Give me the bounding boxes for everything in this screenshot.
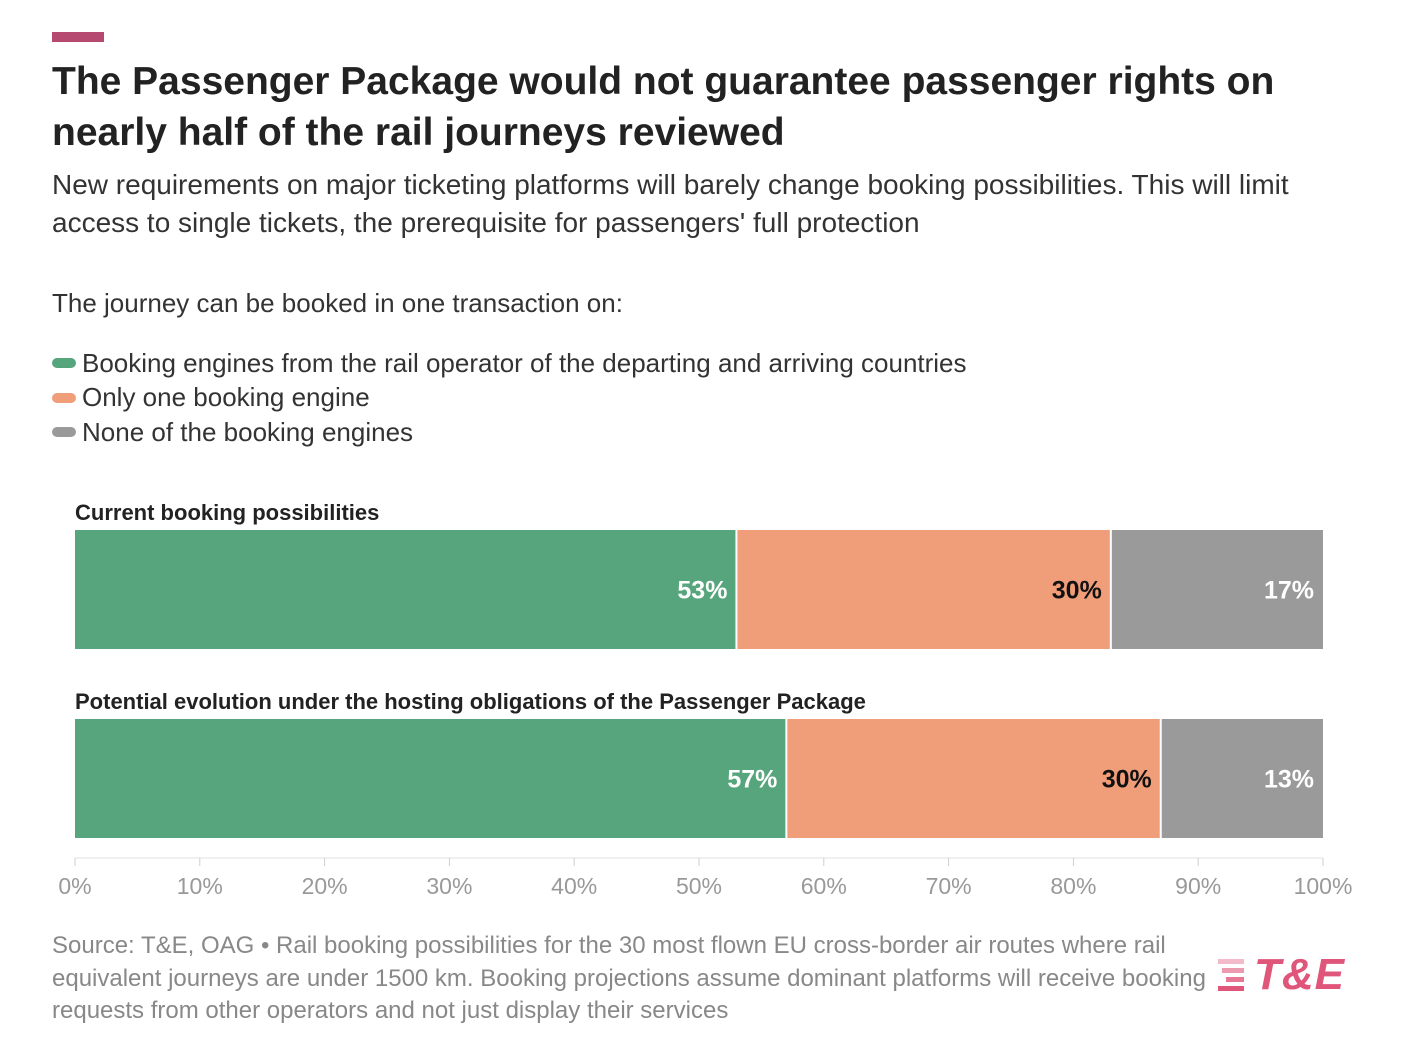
legend-swatch xyxy=(52,358,76,369)
row-label-current: Current booking possibilities xyxy=(75,500,380,525)
bar-segment xyxy=(1110,530,1323,649)
x-tick-label: 0% xyxy=(58,873,91,899)
bar-segment xyxy=(75,530,737,649)
bar-segment xyxy=(736,530,1111,649)
x-tick-label: 100% xyxy=(1294,873,1353,899)
data-label: 13% xyxy=(1264,766,1314,794)
x-tick-label: 30% xyxy=(426,873,472,899)
legend-intro: The journey can be booked in one transac… xyxy=(52,288,623,318)
data-label: 30% xyxy=(1102,766,1152,794)
legend-swatch xyxy=(52,427,76,438)
x-tick-label: 50% xyxy=(676,873,722,899)
x-tick-label: 80% xyxy=(1050,873,1096,899)
bar-segment xyxy=(75,719,787,838)
x-tick-label: 60% xyxy=(801,873,847,899)
x-tick-label: 70% xyxy=(926,873,972,899)
data-label: 53% xyxy=(677,577,727,605)
legend: Booking engines from the rail operator o… xyxy=(52,346,967,450)
stacked-bar-chart: 0% 10% 20% 30% 40% 50% 60% 70% 80% 90% 100% 53% 30% 1… xyxy=(58,530,1353,899)
legend-swatch xyxy=(52,392,76,403)
x-tick-label: 40% xyxy=(551,873,597,899)
data-label: 57% xyxy=(727,766,777,794)
x-tick-label: 90% xyxy=(1175,873,1221,899)
stripes-icon xyxy=(1218,959,1244,991)
x-tick-label: 20% xyxy=(302,873,348,899)
x-tick-label: 10% xyxy=(177,873,223,899)
legend-label: Booking engines from the rail operator o… xyxy=(82,347,967,378)
chart-subtitle: New requirements on major ticketing plat… xyxy=(52,169,1289,238)
data-label: 30% xyxy=(1052,577,1102,605)
legend-label: Only one booking engine xyxy=(82,382,370,413)
bar-segment xyxy=(1160,719,1323,838)
source-note: Source: T&E, OAG • Rail booking possibil… xyxy=(52,932,1206,1024)
chart-title: The Passenger Package would not guarante… xyxy=(52,60,1275,154)
legend-item-both-operators: Booking engines from the rail operator o… xyxy=(52,346,967,381)
te-logo: T&E xyxy=(1214,950,1345,1000)
legend-item-none: None of the booking engines xyxy=(52,415,967,450)
legend-label: None of the booking engines xyxy=(82,416,414,447)
bar-segment xyxy=(786,719,1161,838)
accent-bar xyxy=(52,32,104,42)
data-label: 17% xyxy=(1264,577,1314,605)
row-label-potential: Potential evolution under the hosting ob… xyxy=(75,689,866,714)
legend-item-one-engine: Only one booking engine xyxy=(52,381,967,416)
logo-text: T&E xyxy=(1254,950,1345,999)
